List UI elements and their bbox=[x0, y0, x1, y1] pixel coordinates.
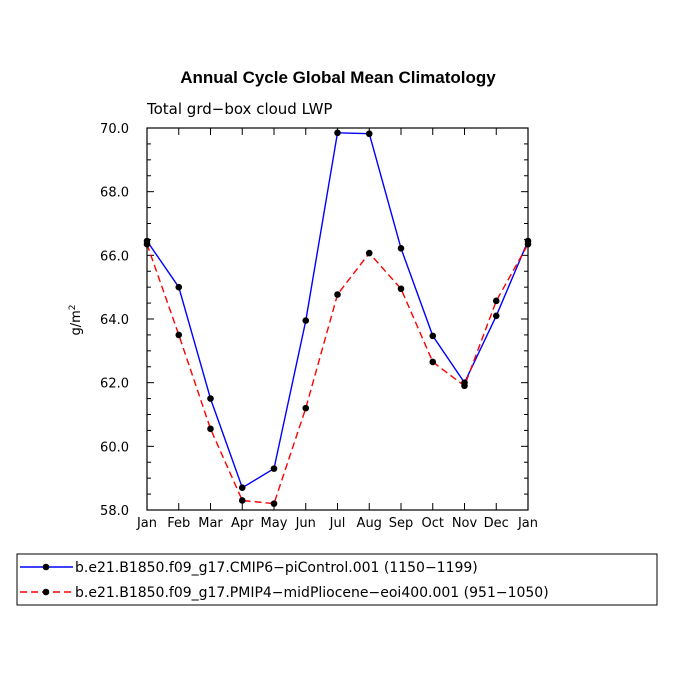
data-point-s1 bbox=[397, 245, 405, 252]
legend-label-1: b.e21.B1850.f09_g17.CMIP6−piControl.001 … bbox=[75, 560, 478, 576]
x-tick-label: Jan bbox=[136, 516, 157, 531]
x-tick-label: Dec bbox=[484, 516, 509, 531]
data-point-s1 bbox=[175, 283, 183, 291]
y-tick-label: 58.0 bbox=[100, 504, 129, 519]
legend-marker-2 bbox=[42, 588, 50, 596]
y-tick-label: 70.0 bbox=[100, 122, 129, 137]
data-point-s1 bbox=[302, 317, 310, 324]
data-point-s2 bbox=[397, 285, 405, 293]
data-point-s1 bbox=[429, 332, 437, 340]
chart-title: Annual Cycle Global Mean Climatology bbox=[180, 68, 496, 87]
data-point-s2 bbox=[334, 291, 341, 298]
y-axis-label: g/m2 bbox=[68, 304, 84, 335]
x-tick-label: Feb bbox=[167, 516, 190, 531]
data-point-s1 bbox=[238, 484, 246, 492]
data-point-s2 bbox=[492, 297, 500, 305]
y-tick-label: 62.0 bbox=[100, 377, 129, 392]
y-tick-label: 60.0 bbox=[100, 440, 129, 455]
legend-box bbox=[16, 553, 658, 606]
data-point-s1 bbox=[334, 129, 341, 137]
y-tick-label: 64.0 bbox=[100, 313, 129, 328]
x-tick-label: Jan bbox=[517, 516, 538, 531]
data-point-s1 bbox=[270, 465, 278, 472]
x-tick-label: Mar bbox=[198, 516, 223, 531]
y-axis-label-unit: g/m bbox=[69, 310, 84, 335]
x-tick-label: Jun bbox=[295, 516, 316, 531]
axis-ticks bbox=[146, 127, 529, 511]
x-tick-label: Nov bbox=[452, 516, 478, 531]
data-point-s2 bbox=[461, 382, 468, 390]
y-axis-label-exponent: 2 bbox=[68, 304, 78, 310]
chart-subtitle: Total grd−box cloud LWP bbox=[146, 100, 332, 118]
data-point-s2 bbox=[207, 425, 214, 433]
data-point-s2 bbox=[365, 249, 373, 257]
x-tick-label: Jul bbox=[329, 516, 346, 531]
x-tick-label: Sep bbox=[389, 516, 414, 531]
data-point-s1 bbox=[365, 130, 373, 138]
data-point-s2 bbox=[302, 404, 310, 412]
data-point-s2 bbox=[175, 331, 183, 339]
series-line-1 bbox=[146, 132, 529, 489]
legend-marker-1 bbox=[42, 563, 50, 571]
x-tick-label: Oct bbox=[422, 516, 444, 531]
axis-tick-labels: Jan Feb Mar Apr May Jun Jul Aug Sep Oct Nov Dec Jan 5… bbox=[100, 122, 538, 531]
y-tick-label: 68.0 bbox=[100, 186, 129, 201]
data-point-s2 bbox=[270, 500, 278, 507]
data-point-s1 bbox=[492, 312, 500, 320]
legend-label-2: b.e21.B1850.f09_g17.PMIP4−midPliocene−eo… bbox=[75, 585, 549, 601]
y-tick-label: 66.0 bbox=[100, 249, 129, 264]
x-tick-label: Aug bbox=[357, 516, 382, 531]
data-point-s2 bbox=[429, 358, 437, 366]
x-tick-label: Apr bbox=[231, 516, 254, 531]
legend: b.e21.B1850.f09_g17.CMIP6−piControl.001 … bbox=[16, 553, 658, 606]
x-tick-label: May bbox=[261, 516, 288, 531]
data-point-s2 bbox=[238, 497, 246, 504]
series-lines bbox=[146, 132, 529, 505]
series-markers bbox=[143, 129, 532, 507]
plot-frame bbox=[146, 127, 529, 511]
data-point-s1 bbox=[207, 395, 214, 402]
